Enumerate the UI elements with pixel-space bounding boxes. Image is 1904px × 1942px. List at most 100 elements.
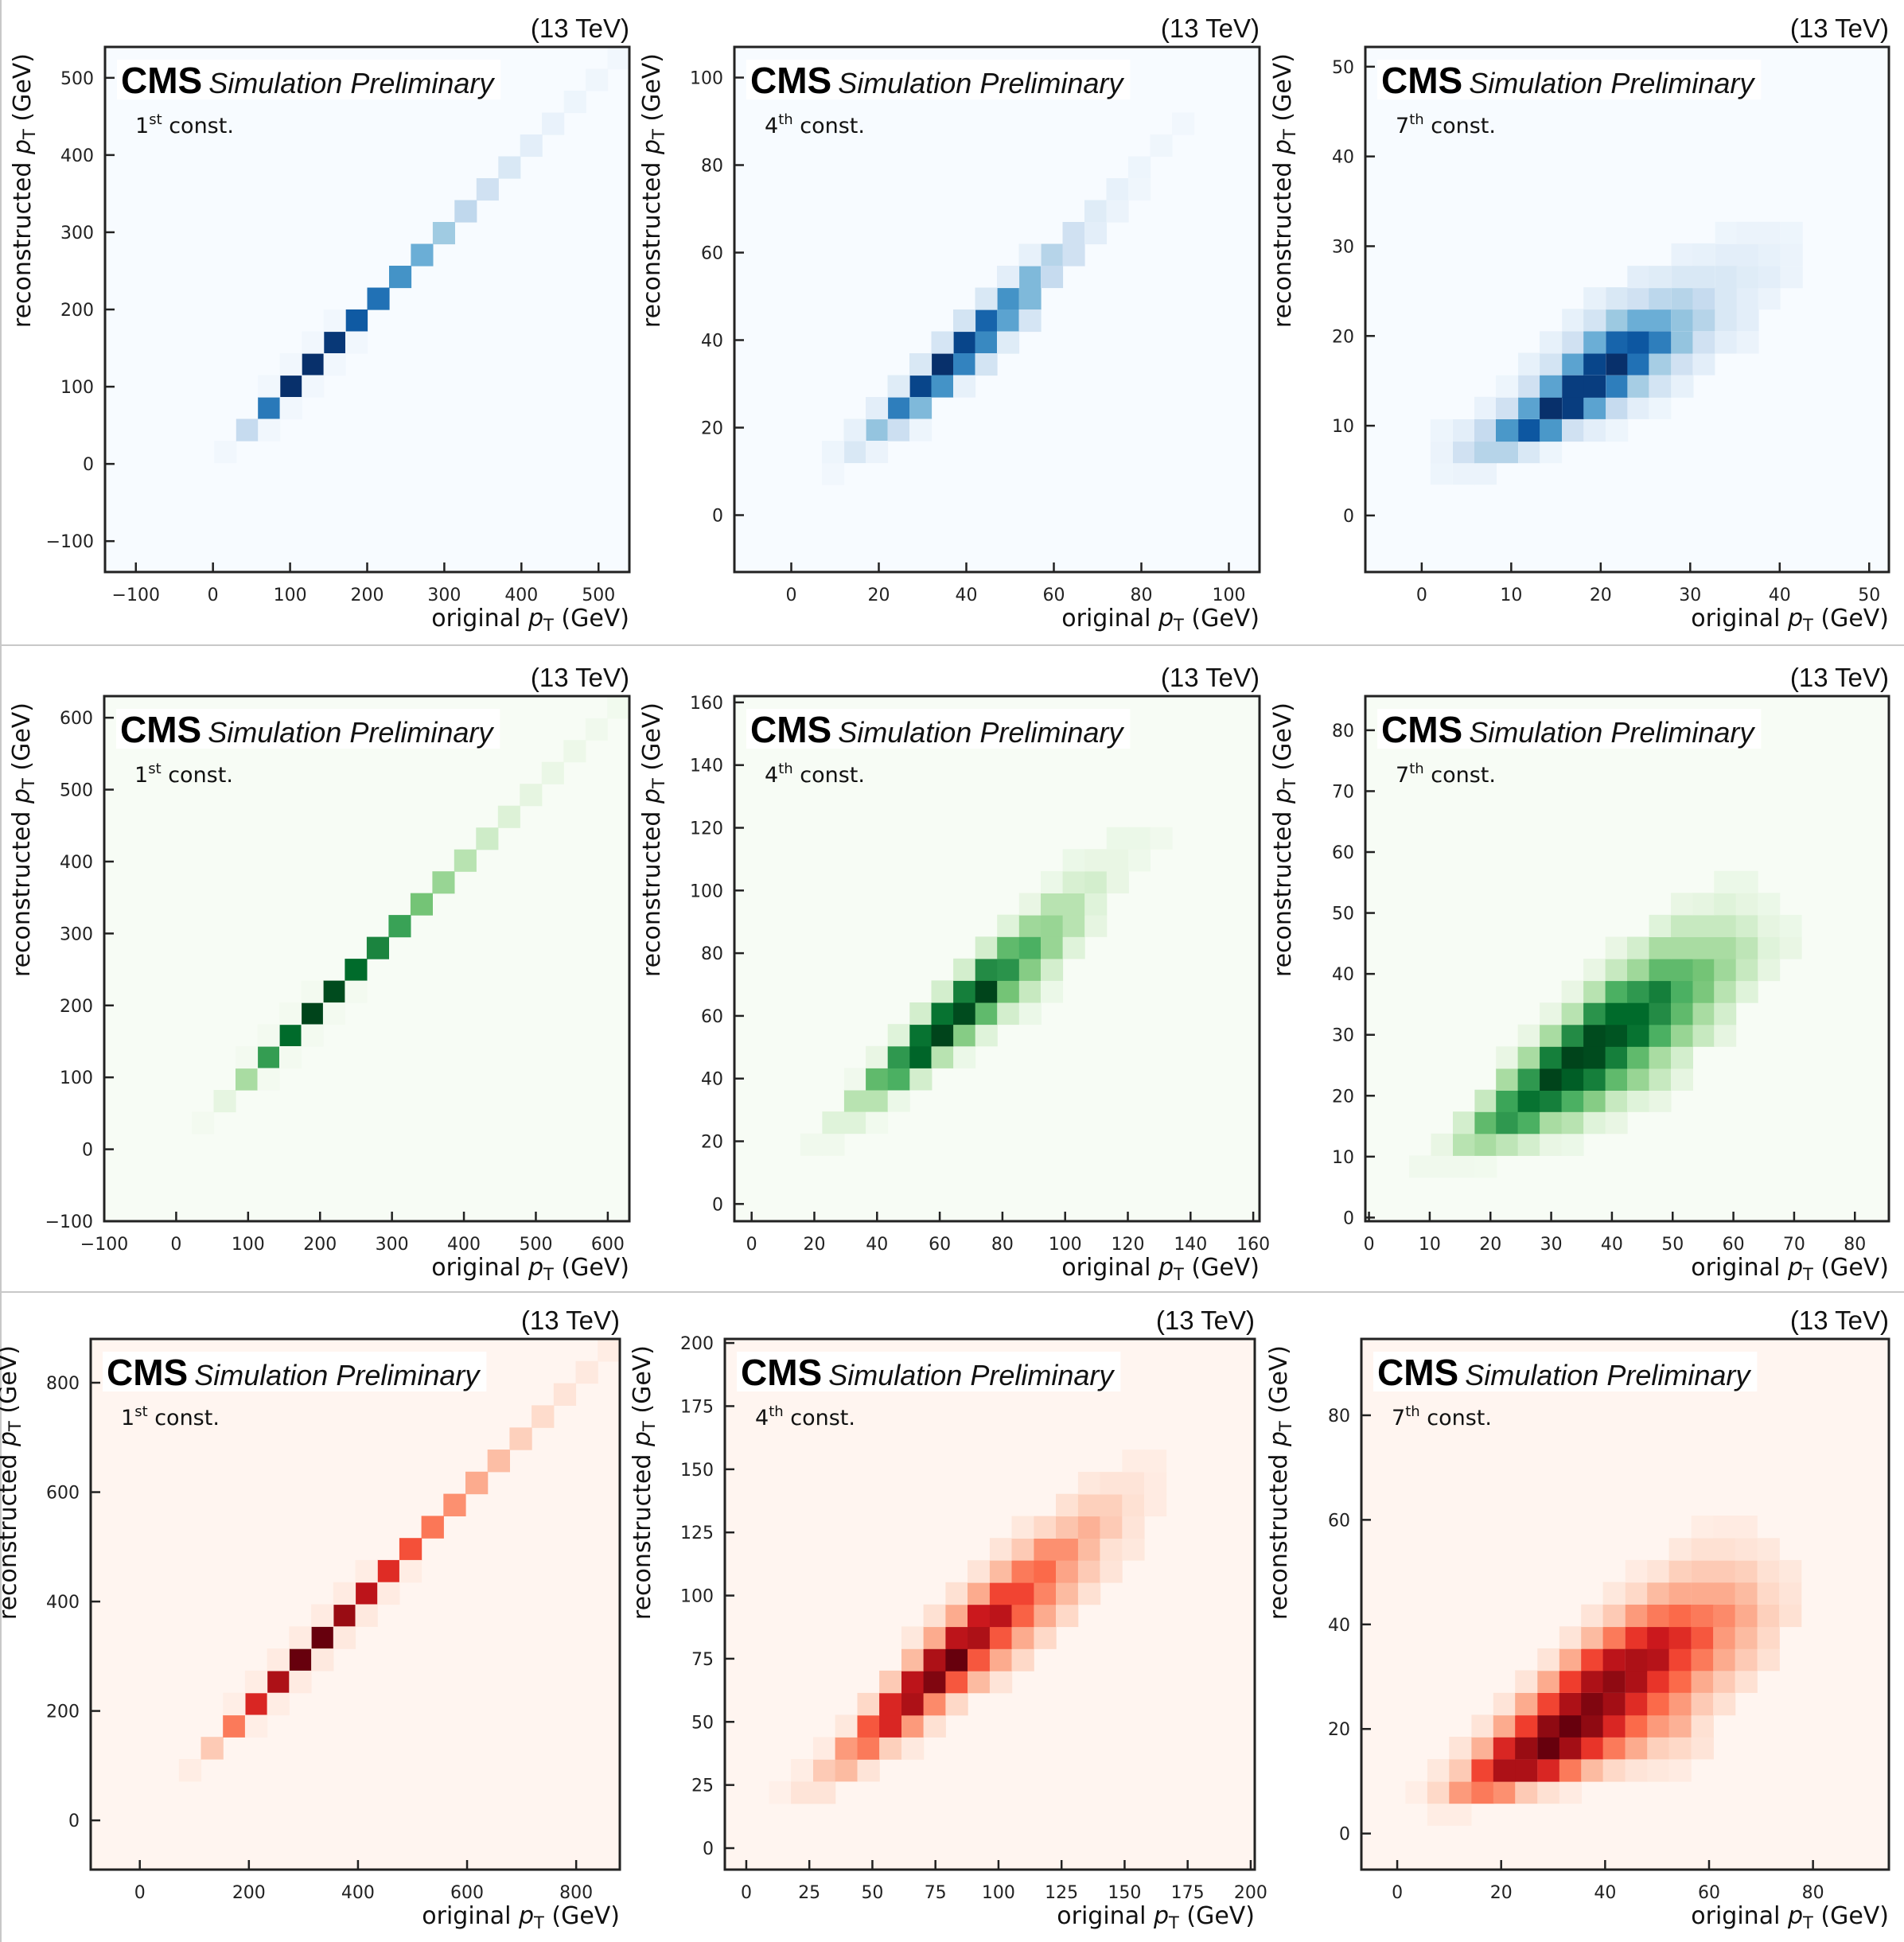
- experiment-name: CMS: [107, 1352, 188, 1393]
- heatmap-cell: [1780, 221, 1803, 244]
- heatmap-cell: [1518, 352, 1541, 376]
- heatmap-cell: [989, 1560, 1013, 1583]
- y-tick-label: 0: [1339, 1825, 1350, 1845]
- heatmap-cell: [1649, 287, 1672, 310]
- cms-label-box: [737, 1352, 1121, 1391]
- heatmap-cell: [1540, 331, 1563, 354]
- heatmap-cell: [1034, 1582, 1057, 1605]
- heatmap-cell: [968, 1604, 991, 1628]
- heatmap-cell: [968, 1582, 991, 1605]
- heatmap-cell: [1100, 1472, 1123, 1495]
- constituent-label: 1st const.: [121, 1403, 220, 1430]
- y-tick-label: 30: [1332, 237, 1354, 257]
- heatmap-cell: [1649, 1046, 1672, 1069]
- status-label: Simulation Preliminary: [208, 67, 495, 99]
- heatmap-cell: [1581, 1714, 1604, 1738]
- heatmap-cell: [1583, 1046, 1606, 1069]
- heatmap-cell: [1671, 959, 1693, 982]
- heatmap-cell: [1128, 178, 1151, 201]
- heatmap-cell: [279, 353, 302, 376]
- y-tick-label: 400: [60, 146, 94, 166]
- heatmap-cell: [223, 1714, 246, 1738]
- cms-label-box: [746, 709, 1131, 749]
- heatmap-cell: [975, 958, 998, 981]
- heatmap-cell: [1671, 936, 1693, 959]
- heatmap-cell: [1453, 1155, 1475, 1178]
- heatmap-cell: [909, 418, 933, 442]
- heatmap-cell: [1518, 419, 1541, 442]
- heatmap-cell: [1606, 331, 1629, 354]
- heatmap-cell: [1496, 441, 1518, 464]
- heatmap-cell: [1671, 266, 1694, 289]
- heatmap-cell: [1606, 352, 1629, 376]
- heatmap-cell: [1606, 396, 1629, 419]
- heatmap-cell: [1449, 1759, 1472, 1782]
- heatmap-cell: [322, 980, 345, 1003]
- heatmap-cell: [1018, 936, 1042, 959]
- heatmap-cell: [258, 418, 281, 442]
- heatmap-cell: [289, 1670, 312, 1694]
- heatmap-cell: [1583, 309, 1606, 332]
- heatmap-cell: [1583, 1089, 1606, 1112]
- heatmap-cell: [1649, 1024, 1672, 1047]
- y-tick-label: 100: [680, 1587, 714, 1607]
- heatmap-cell: [1062, 914, 1085, 937]
- heatmap-cell: [931, 1024, 954, 1047]
- heatmap-cell: [1084, 870, 1108, 893]
- x-axis-label: original pT (GeV): [1061, 605, 1260, 635]
- heatmap-cell: [1583, 1111, 1606, 1134]
- heatmap-cell: [835, 1759, 858, 1782]
- heatmap-cell: [1561, 1089, 1584, 1112]
- heatmap-cell: [1691, 1604, 1714, 1628]
- heatmap-cell: [1581, 1604, 1604, 1628]
- heatmap-cell: [1062, 936, 1085, 959]
- heatmap-cell: [1649, 959, 1672, 982]
- heatmap-cell: [497, 805, 520, 828]
- heatmap-cell: [531, 1405, 555, 1428]
- heatmap-cells: [800, 827, 1173, 1156]
- heatmap-cell: [1034, 1604, 1057, 1628]
- constituent-label: 4th const.: [765, 111, 865, 138]
- y-tick-label: 20: [701, 419, 723, 439]
- heatmap-cell: [1453, 1111, 1475, 1134]
- heatmap-cell: [1715, 266, 1738, 289]
- heatmap-cell: [302, 331, 325, 354]
- y-tick-label: 300: [60, 224, 94, 243]
- heatmap-cell: [866, 1045, 889, 1068]
- heatmap-cell: [1583, 1024, 1606, 1047]
- heatmap-cell: [279, 1002, 302, 1025]
- cms-label-box: [746, 60, 1131, 99]
- heatmap-cell: [1602, 1604, 1626, 1628]
- heatmap-cell: [1150, 134, 1173, 158]
- heatmap-cell: [1561, 980, 1584, 1003]
- experiment-name: CMS: [1381, 60, 1462, 101]
- heatmap-cell: [1562, 352, 1585, 376]
- heatmap-cell: [1517, 1111, 1540, 1134]
- heatmap-cell: [1627, 396, 1650, 419]
- heatmap-cell: [923, 1604, 946, 1628]
- x-tick-label: 140: [1174, 1235, 1207, 1255]
- heatmap-cell: [1449, 1737, 1472, 1760]
- y-tick-label: 200: [60, 301, 94, 321]
- heatmap-cell: [1692, 1024, 1715, 1047]
- cms-label: CMS Simulation Preliminary: [750, 60, 1124, 101]
- heatmap-cell: [1562, 396, 1585, 419]
- heatmap-cell: [945, 1604, 968, 1628]
- heatmap-cell: [1625, 1626, 1648, 1649]
- x-tick-label: 20: [1590, 586, 1612, 605]
- heatmap-cell: [1668, 1538, 1692, 1561]
- heatmap-cell: [1583, 396, 1606, 419]
- x-tick-label: 400: [504, 586, 538, 605]
- heatmap-cell: [279, 1024, 302, 1047]
- heatmap-cell: [258, 397, 281, 420]
- heatmap-cell: [931, 331, 954, 354]
- heatmap-cell: [1736, 309, 1759, 332]
- heatmap-cell: [1691, 1626, 1714, 1649]
- heatmap-cell: [1647, 1559, 1670, 1583]
- heatmap-cell: [1496, 1111, 1519, 1134]
- heatmap-cell: [1537, 1737, 1560, 1760]
- heatmap-cell: [1559, 1737, 1582, 1760]
- heatmap-cell: [1540, 1111, 1563, 1134]
- heatmap-cell: [975, 980, 998, 1003]
- x-tick-label: 20: [1479, 1235, 1501, 1255]
